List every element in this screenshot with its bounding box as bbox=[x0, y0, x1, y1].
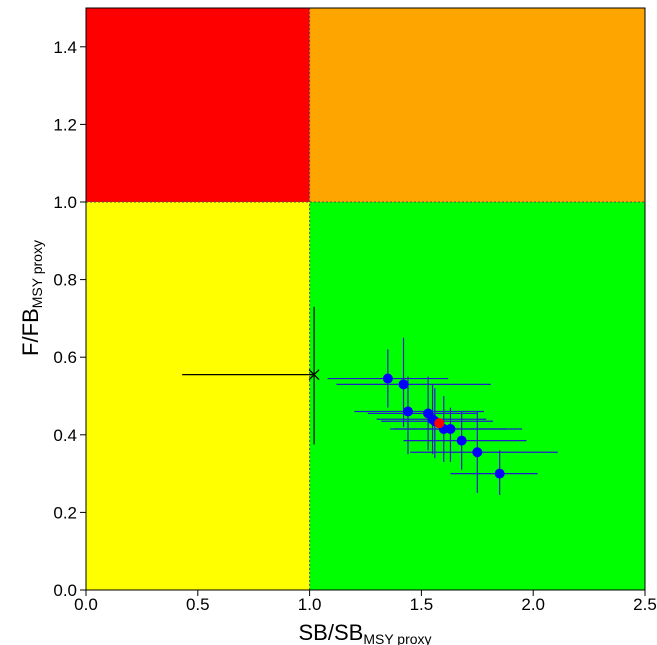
data-point bbox=[472, 447, 483, 458]
x-tick-label: 1.0 bbox=[298, 595, 322, 614]
x-tick-label: 0.5 bbox=[186, 595, 210, 614]
quadrant-healthy bbox=[309, 202, 645, 590]
y-tick-label: 0.0 bbox=[53, 581, 77, 600]
x-tick-label: 2.5 bbox=[633, 595, 657, 614]
quadrant-overfishing bbox=[309, 8, 645, 202]
data-point bbox=[494, 468, 505, 479]
quadrant-overfished bbox=[86, 202, 310, 590]
y-tick-label: 0.6 bbox=[53, 348, 77, 367]
y-tick-label: 0.4 bbox=[53, 426, 77, 445]
x-axis: 0.0 0.5 1.0 1.5 2.0 2.5 bbox=[74, 590, 657, 614]
x-tick-label: 1.5 bbox=[410, 595, 434, 614]
x-tick-label: 2.0 bbox=[521, 595, 545, 614]
y-axis-title-separator: / bbox=[18, 336, 43, 343]
y-axis: 0.0 0.2 0.4 0.6 0.8 1.0 1.2 1.4 bbox=[53, 38, 86, 600]
x-axis-title: SB/SBMSY proxy bbox=[298, 620, 431, 645]
plot-frame bbox=[85, 7, 646, 591]
x-axis-title-separator: / bbox=[328, 620, 335, 645]
x-axis-title-main: SB bbox=[298, 620, 327, 645]
y-axis-title-denominator: FB bbox=[18, 308, 43, 336]
y-tick-label: 0.8 bbox=[53, 271, 77, 290]
y-tick-label: 1.2 bbox=[53, 115, 77, 134]
y-axis-title: F/FBMSY proxy bbox=[18, 240, 45, 356]
x-tick-label: 0.0 bbox=[74, 595, 98, 614]
quadrant-overfished-overfishing bbox=[86, 8, 310, 202]
reference-lines bbox=[86, 8, 645, 590]
y-tick-label: 1.0 bbox=[53, 193, 77, 212]
data-point bbox=[402, 406, 413, 417]
y-tick-label: 0.2 bbox=[53, 503, 77, 522]
x-axis-title-subscript: MSY proxy bbox=[363, 631, 431, 645]
x-axis-title-denominator: SB bbox=[334, 620, 363, 645]
y-axis-title-subscript: MSY proxy bbox=[29, 240, 45, 308]
quadrant-backgrounds bbox=[86, 8, 645, 590]
data-point bbox=[445, 423, 456, 434]
y-axis-title-main: F bbox=[18, 343, 43, 356]
y-tick-label: 1.4 bbox=[53, 38, 77, 57]
terminal-point-marker bbox=[308, 369, 320, 381]
data-point bbox=[456, 435, 467, 446]
highlight-point bbox=[434, 418, 445, 429]
data-point bbox=[382, 373, 393, 384]
data-points bbox=[308, 369, 505, 479]
data-point bbox=[398, 379, 409, 390]
